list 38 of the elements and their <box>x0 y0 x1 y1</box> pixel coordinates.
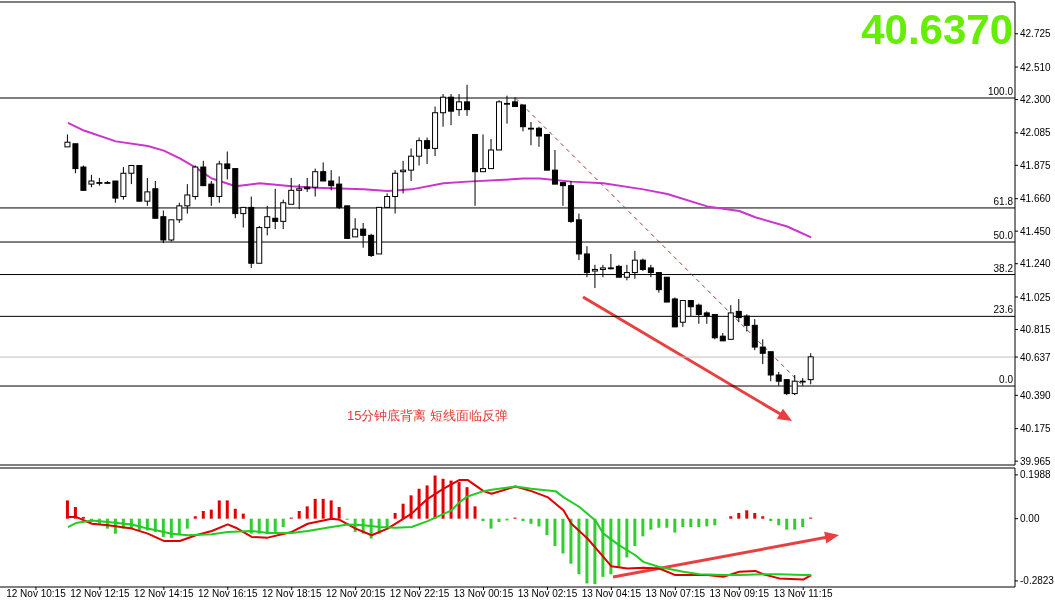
x-tick-label: 13 Nov 00:15 <box>453 588 514 599</box>
y-tick-label: 42.300 <box>1020 94 1052 106</box>
annotation: 38.2 <box>993 262 1014 274</box>
x-tick-label: 13 Nov 11:15 <box>773 588 834 599</box>
x-tick-label: 12 Nov 14:15 <box>134 588 195 599</box>
y-tick-label: 0.1988 <box>1020 469 1052 481</box>
y-tick-label: 40.390 <box>1020 389 1052 401</box>
y-tick-label: 41.875 <box>1020 159 1052 171</box>
y-tick-label: 40.175 <box>1020 423 1052 435</box>
annotation: 100.0 <box>987 86 1014 98</box>
y-tick-label: 41.025 <box>1020 291 1052 303</box>
x-tick-label: 12 Nov 22:15 <box>389 588 450 599</box>
x-tick-label: 13 Nov 09:15 <box>709 588 770 599</box>
y-tick-label: 40.815 <box>1020 324 1052 336</box>
annotation: 50.0 <box>993 230 1014 242</box>
y-tick-label: 40.637 <box>1020 351 1052 363</box>
annotation: 40.6370 <box>861 6 1013 54</box>
x-tick-label: 12 Nov 12:15 <box>70 588 131 599</box>
y-tick-label: 39.965 <box>1020 455 1052 467</box>
x-tick-label: 12 Nov 18:15 <box>261 588 322 599</box>
y-tick-label: 42.725 <box>1020 28 1052 40</box>
annotation: 23.6 <box>993 304 1014 316</box>
x-tick-label: 13 Nov 07:15 <box>645 588 706 599</box>
y-tick-label: 41.240 <box>1020 258 1052 270</box>
annotation: 61.8 <box>993 195 1014 207</box>
y-tick-label: 42.510 <box>1020 61 1052 73</box>
x-tick-label: 13 Nov 02:15 <box>517 588 578 599</box>
x-tick-label: 13 Nov 04:15 <box>581 588 642 599</box>
x-tick-label: 12 Nov 16:15 <box>198 588 258 599</box>
x-tick-label: 12 Nov 20:15 <box>325 588 386 599</box>
y-tick-label: 42.085 <box>1020 127 1052 139</box>
annotation: 0.0 <box>999 374 1014 386</box>
y-tick-label: 0.00 <box>1020 513 1040 525</box>
y-tick-label: -0.2823 <box>1020 575 1055 587</box>
y-tick-label: 41.450 <box>1020 225 1052 237</box>
x-tick-label: 12 Nov 10:15 <box>6 588 67 599</box>
y-tick-label: 41.660 <box>1020 193 1052 205</box>
annotation: 15分钟底背离 短线面临反弹 <box>347 407 509 425</box>
